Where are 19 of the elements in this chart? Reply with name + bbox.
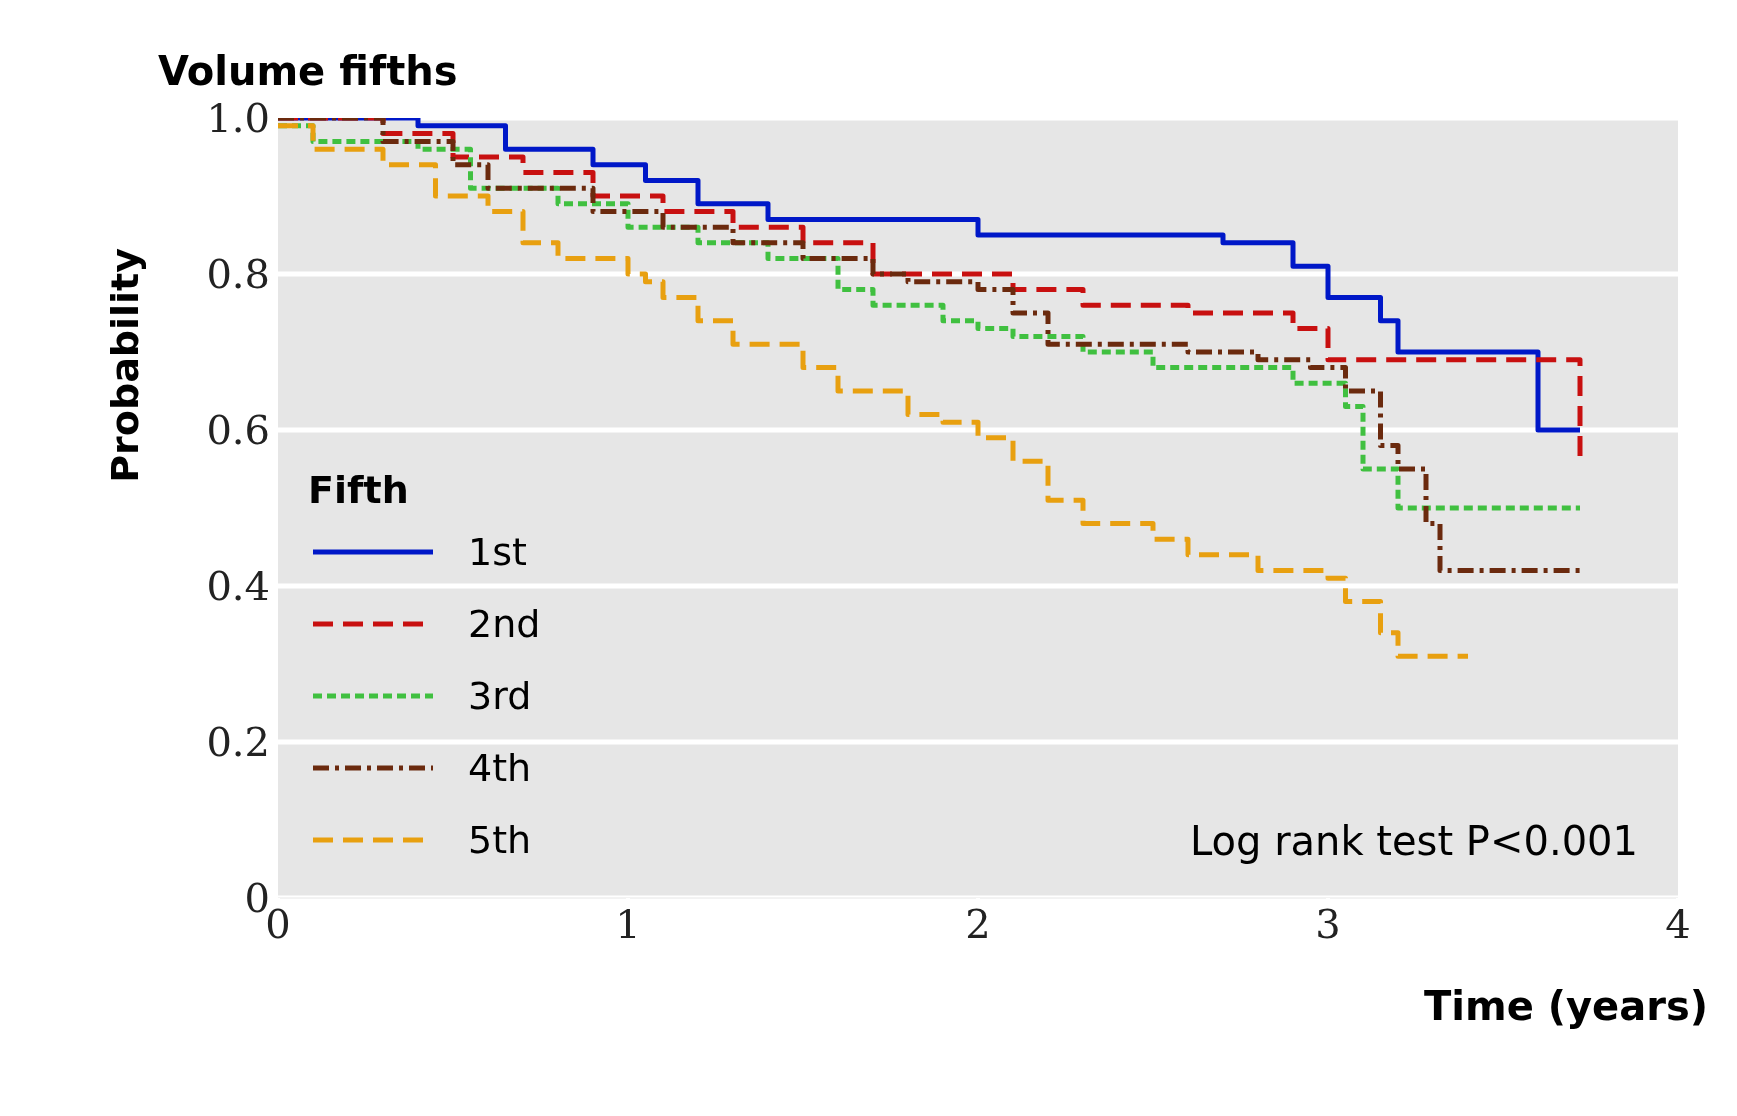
legend-label: 1st xyxy=(468,530,527,574)
legend-label: 4th xyxy=(468,746,532,790)
x-axis-title: Time (years) xyxy=(1423,983,1708,1029)
y-tick-label: 0.2 xyxy=(206,719,270,766)
legend-label: 3rd xyxy=(468,674,532,718)
x-tick-label: 4 xyxy=(1665,901,1691,948)
x-tick-label: 1 xyxy=(615,901,641,948)
x-tick-label: 3 xyxy=(1315,901,1341,948)
y-tick-label: 0.8 xyxy=(206,251,270,298)
legend-label: 2nd xyxy=(468,602,541,646)
chart-title: Volume fifths xyxy=(158,48,458,94)
y-tick-label: 0.6 xyxy=(206,407,270,454)
y-tick-label: 1.0 xyxy=(206,95,270,142)
legend-title: Fifth xyxy=(308,468,410,512)
x-tick-label: 2 xyxy=(965,901,991,948)
legend-label: 5th xyxy=(468,818,532,862)
y-axis-title: Probability xyxy=(103,248,147,483)
annotation: Log rank test P<0.001 xyxy=(1189,818,1638,864)
y-tick-label: 0.4 xyxy=(206,563,270,610)
